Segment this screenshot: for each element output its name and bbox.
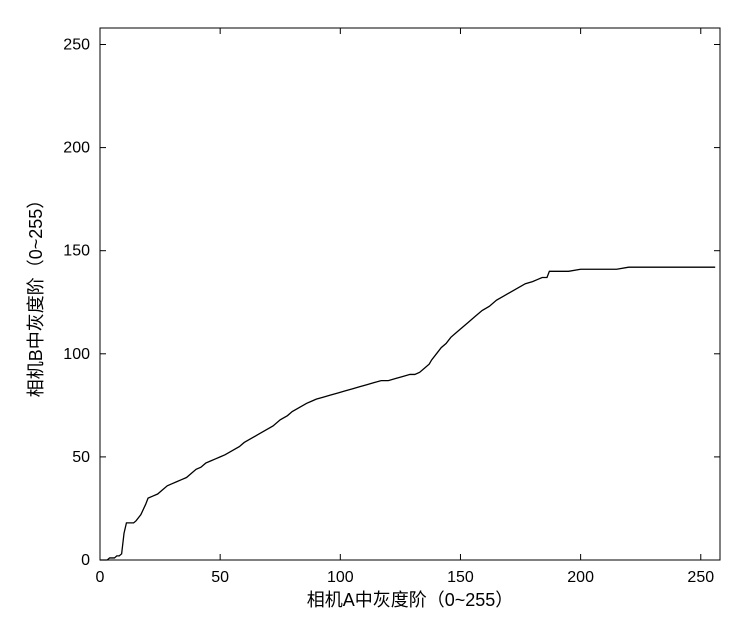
x-tick-label: 250 (687, 569, 714, 586)
plot-border (100, 28, 720, 560)
line-chart-svg: 0 50 100 150 200 250 0 50 100 150 200 250 相机A中灰度阶（0~… (10, 10, 734, 614)
x-tick-label: 150 (447, 569, 474, 586)
x-tick-label: 0 (96, 569, 105, 586)
x-tick-label: 200 (567, 569, 594, 586)
y-tick-label: 50 (72, 449, 90, 466)
data-series-line (100, 267, 715, 560)
y-tick-label: 0 (81, 552, 90, 569)
chart-container: 0 50 100 150 200 250 0 50 100 150 200 250 相机A中灰度阶（0~… (10, 10, 734, 614)
x-tick-label: 50 (211, 569, 229, 586)
x-tick-label: 100 (327, 569, 354, 586)
x-axis-label: 相机A中灰度阶（0~255） (307, 590, 514, 610)
y-tick-label: 150 (63, 243, 90, 260)
y-tick-label: 200 (63, 140, 90, 157)
y-tick-label: 250 (63, 36, 90, 53)
y-tick-label: 100 (63, 346, 90, 363)
y-axis-label: 相机B中灰度阶（0~255） (26, 191, 46, 398)
